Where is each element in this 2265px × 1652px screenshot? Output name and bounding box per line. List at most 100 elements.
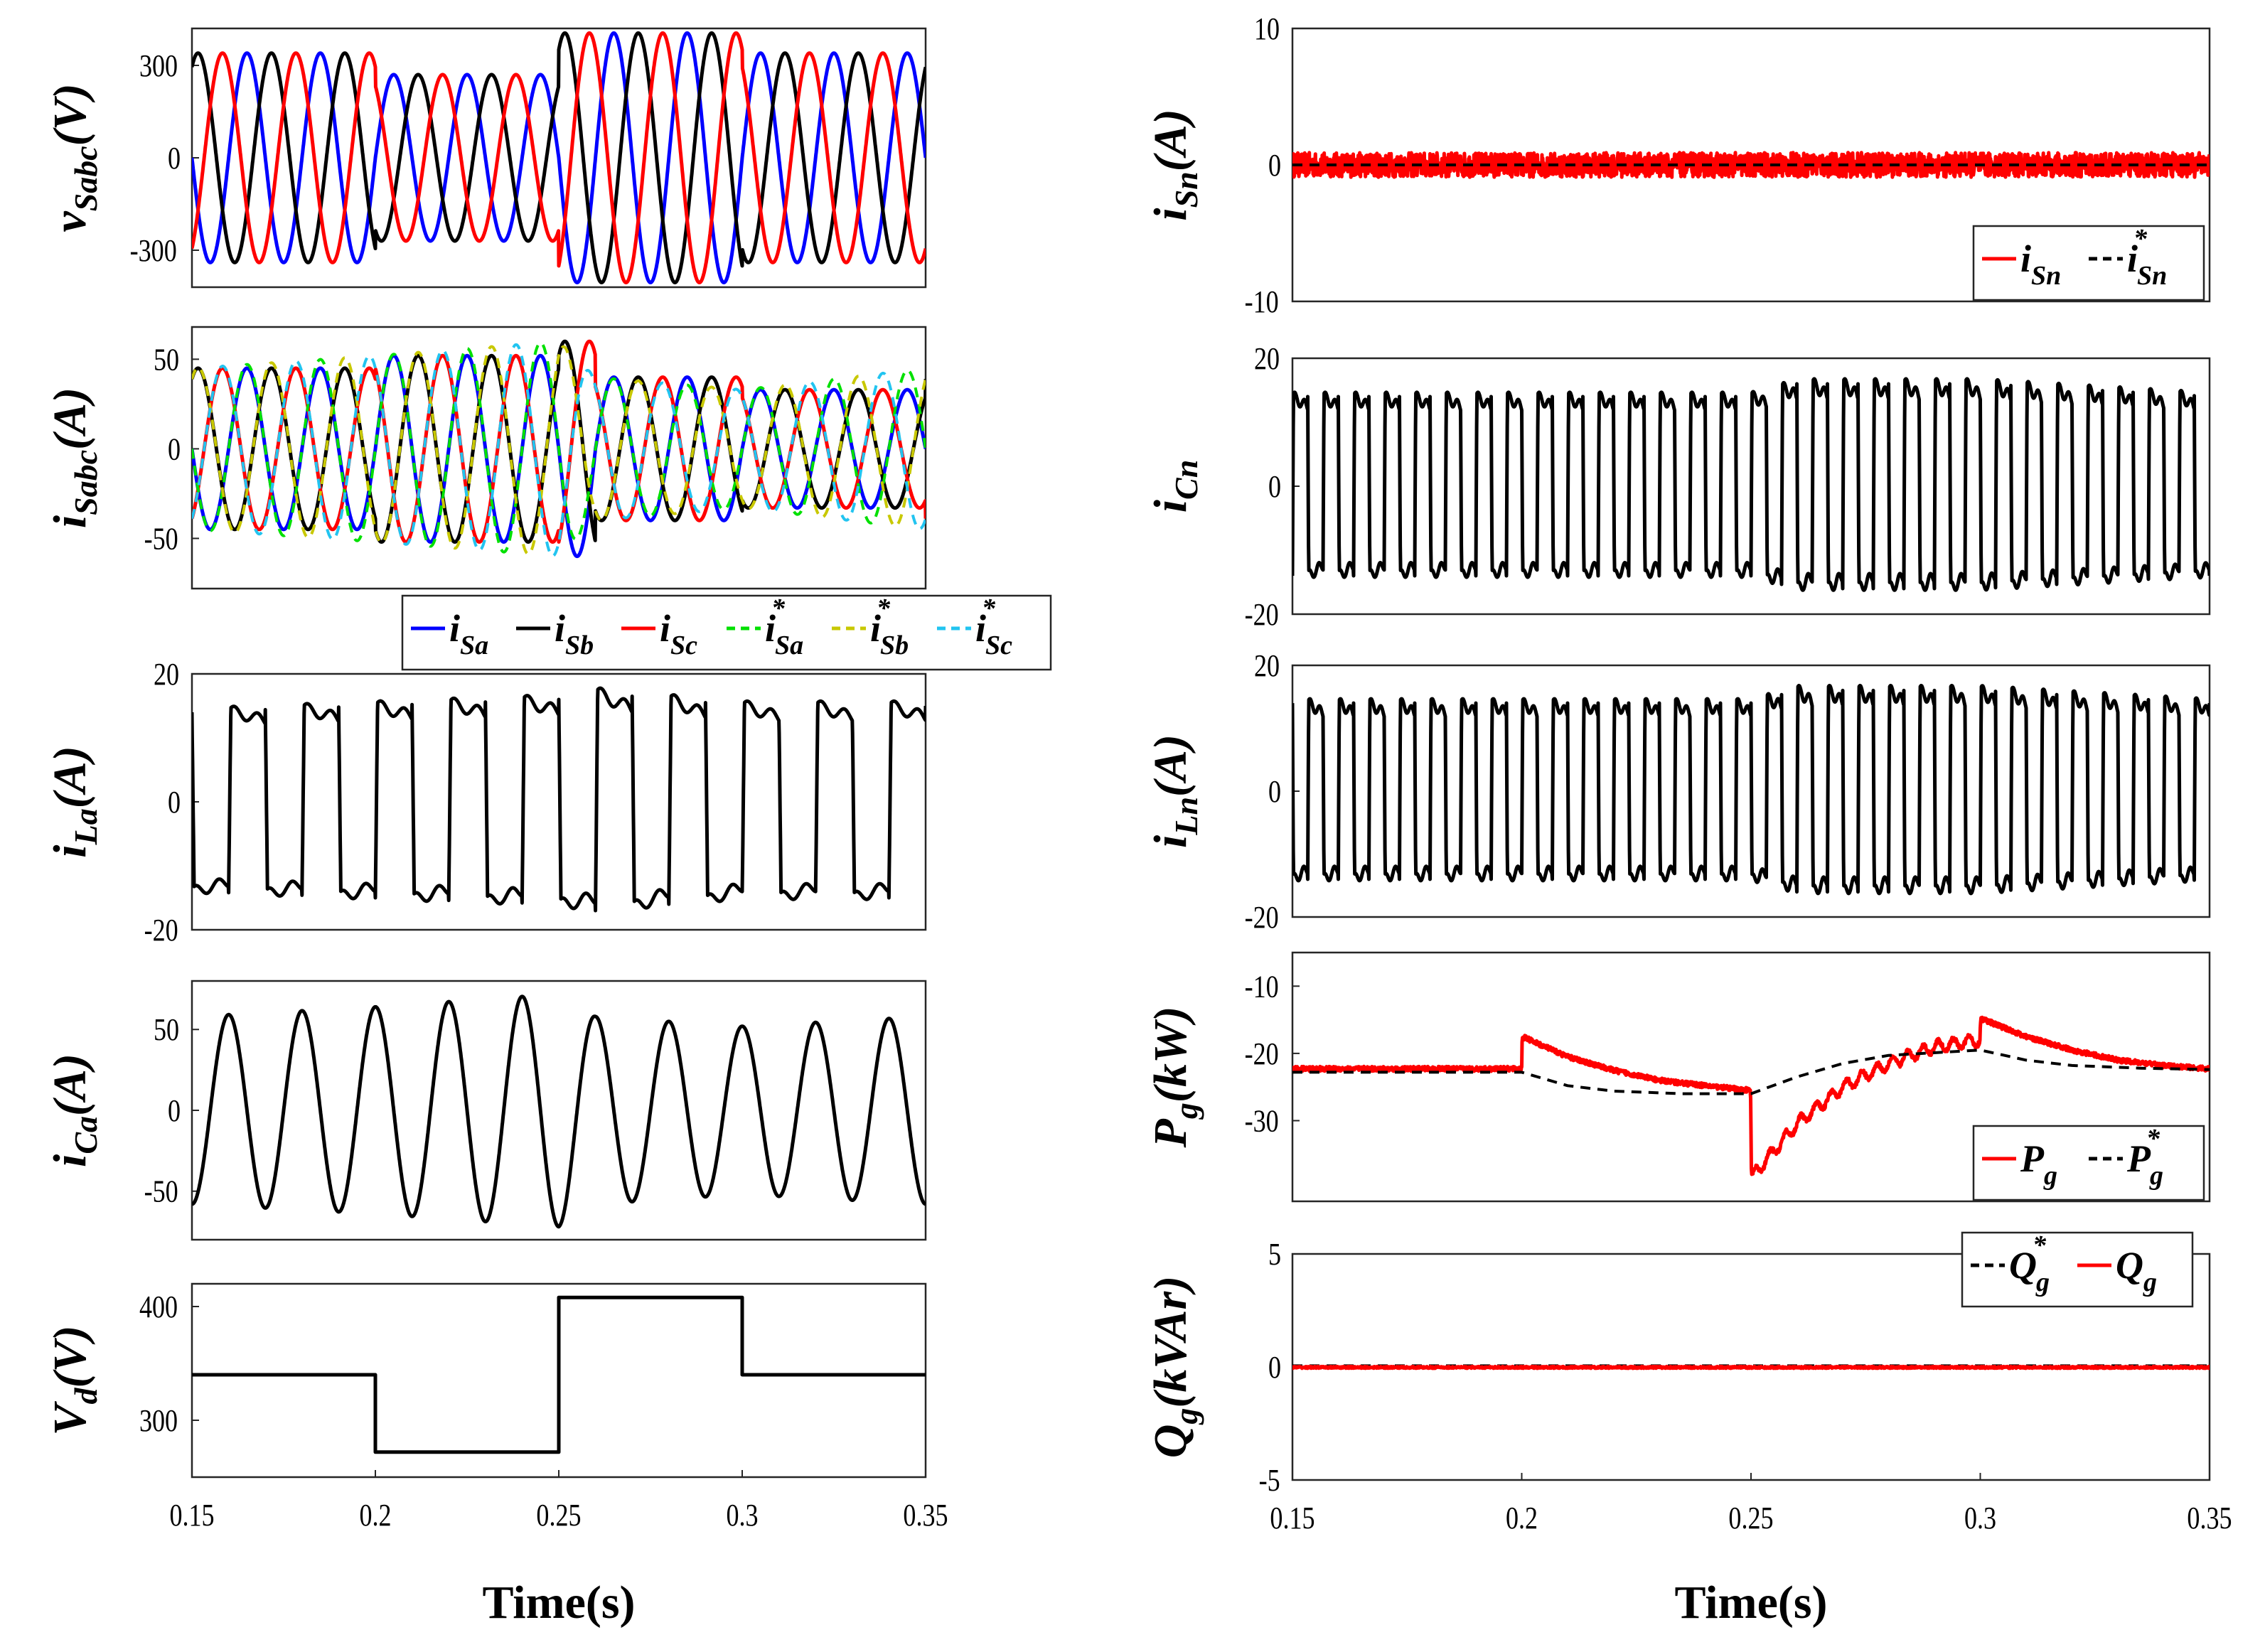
ylabel-sub: Sn	[1168, 171, 1204, 208]
ylabel-sub: La	[68, 808, 104, 845]
ytick-label-iLa: 20	[154, 657, 179, 692]
ylabel-unit: (A)	[1145, 109, 1196, 171]
xtick-label-Vd: 0.15	[169, 1498, 214, 1533]
ytick-label-vS: 0	[168, 141, 181, 176]
ylabel-unit: (A)	[44, 746, 96, 808]
legend-entry-0: Q* g	[2009, 1230, 2050, 1297]
ylabel-vS: vSabc(V)	[44, 83, 104, 232]
legend-box	[1961, 1231, 2194, 1308]
ylabel-main: i	[1145, 208, 1196, 221]
ylabel-Qg: Qg(kVAr)	[1145, 1276, 1204, 1458]
legend-box	[401, 594, 1052, 671]
panel-vS: -300 0 300 vSabc(V)	[44, 27, 927, 289]
legend-entry-1: iSb	[555, 607, 594, 660]
ytick-label-Pg: -20	[1245, 1036, 1279, 1071]
xtick-label-Qg: 0.35	[2187, 1501, 2232, 1535]
panel-iCa: -50 0 50 iCa(A)	[44, 980, 927, 1241]
ytick-label-iCn: 0	[1268, 469, 1281, 504]
series-iS-3	[192, 341, 926, 554]
legend-box	[1972, 1125, 2205, 1201]
ytick-label-iSn: 0	[1268, 148, 1281, 183]
ylabel-unit: (A)	[1145, 734, 1196, 797]
ylabel-unit: (A)	[44, 387, 96, 450]
xlabel-right: Time(s)	[1674, 1577, 1827, 1629]
ylabel-sub: Cn	[1168, 460, 1204, 500]
ytick-label-iCn: 20	[1254, 341, 1280, 376]
series-vS-0	[192, 31, 926, 284]
ytick-label-Vd: 400	[139, 1289, 178, 1324]
series-Vd-0	[192, 1295, 926, 1454]
ylabel-Vd: Vd(V)	[44, 1325, 104, 1435]
legend-Pg: Pg P* g	[1972, 1124, 2205, 1201]
panel-iS: -50 0 50 iSabc(A) iSa iSb iSc i* Sa i* Sb i* Sc	[44, 326, 1052, 671]
ylabel-main: i	[44, 844, 96, 858]
ylabel-iSn: iSn(A)	[1145, 109, 1204, 221]
ylabel-sub: Ca	[68, 1116, 104, 1154]
legend-entry-5: i* Sc	[975, 594, 1012, 660]
series-iSn-0	[1292, 151, 2210, 179]
series-iCn-0	[1292, 377, 2210, 592]
ytick-label-iCa: 50	[154, 1012, 179, 1047]
legend-entry-0: iSa	[449, 607, 488, 660]
legend-entry-1: Qg	[2116, 1244, 2157, 1297]
ylabel-sub: Ln	[1168, 797, 1204, 836]
plot-area-Pg	[1291, 951, 2211, 1203]
ylabel-main: i	[44, 515, 96, 528]
ylabel-main: i	[44, 1154, 96, 1167]
panel-iLa: -20 0 20 iLa(A)	[44, 657, 927, 948]
ytick-label-Pg: -30	[1245, 1103, 1279, 1138]
ylabel-main: i	[1145, 835, 1196, 848]
series-iCa-0	[192, 994, 926, 1229]
ylabel-sub: g	[1168, 1408, 1204, 1425]
ytick-label-vS: -300	[130, 233, 177, 268]
xtick-label-Vd: 0.25	[536, 1498, 581, 1533]
ylabel-main: i	[1145, 499, 1196, 513]
series-iS-4	[192, 345, 926, 556]
ylabel-main: Q	[1145, 1425, 1196, 1459]
ylabel-iCn: iCn	[1145, 460, 1204, 513]
ylabel-sub: g	[1168, 1103, 1204, 1120]
ytick-label-Qg: 5	[1268, 1237, 1281, 1272]
ylabel-unit: (V)	[44, 83, 96, 146]
ylabel-sub: d	[68, 1387, 104, 1404]
xtick-label-Vd: 0.2	[359, 1498, 391, 1533]
legend-box	[1972, 225, 2205, 301]
ytick-label-iLa: 0	[168, 785, 181, 820]
ylabel-main: v	[44, 211, 96, 232]
xtick-label-Vd: 0.35	[903, 1498, 948, 1533]
ytick-label-iLn: -20	[1245, 900, 1279, 935]
xtick-label-Qg: 0.25	[1728, 1501, 1773, 1535]
legend-iS: iSa iSb iSc i* Sa i* Sb i* Sc	[401, 594, 1052, 671]
xtick-label-Qg: 0.2	[1506, 1501, 1538, 1535]
legend-entry-3: i* Sa	[765, 594, 803, 660]
xlabel-left: Time(s)	[482, 1577, 635, 1629]
xtick-label-Qg: 0.3	[1964, 1501, 1996, 1535]
ytick-label-Qg: 0	[1268, 1350, 1281, 1385]
panel-Vd: 300 400 0.15 0.2 0.25 0.3 0.35 Vd(V)	[44, 1282, 948, 1533]
series-vS-2	[192, 31, 926, 284]
legend-entry-1: P* g	[2126, 1124, 2163, 1191]
series-Pg-0	[1292, 1015, 2210, 1176]
legend-iSn: iSn i* Sn	[1972, 224, 2205, 301]
ylabel-iCa: iCa(A)	[44, 1053, 104, 1167]
xtick-label-Vd: 0.3	[726, 1498, 758, 1533]
series-iLa-0	[192, 686, 926, 913]
panel-iLn: -20 0 20 iLn(A)	[1145, 648, 2211, 935]
series-iLn-0	[1292, 684, 2210, 896]
legend-entry-0: iSn	[2020, 237, 2061, 291]
ytick-label-iSn: -10	[1245, 284, 1279, 319]
ytick-label-iSn: 10	[1254, 11, 1280, 46]
series-iS-5	[192, 343, 926, 557]
ytick-label-iCa: 0	[168, 1093, 181, 1128]
ytick-label-iS: -50	[144, 521, 178, 556]
ytick-label-iCa: -50	[144, 1174, 178, 1208]
ylabel-sub: Sabc	[68, 450, 104, 515]
ylabel-sub: Sabc	[68, 146, 104, 211]
series-Pg-1	[1292, 1048, 2210, 1095]
ytick-label-Qg: -5	[1259, 1463, 1280, 1498]
legend-Qg: Q* g Qg	[1961, 1230, 2194, 1308]
